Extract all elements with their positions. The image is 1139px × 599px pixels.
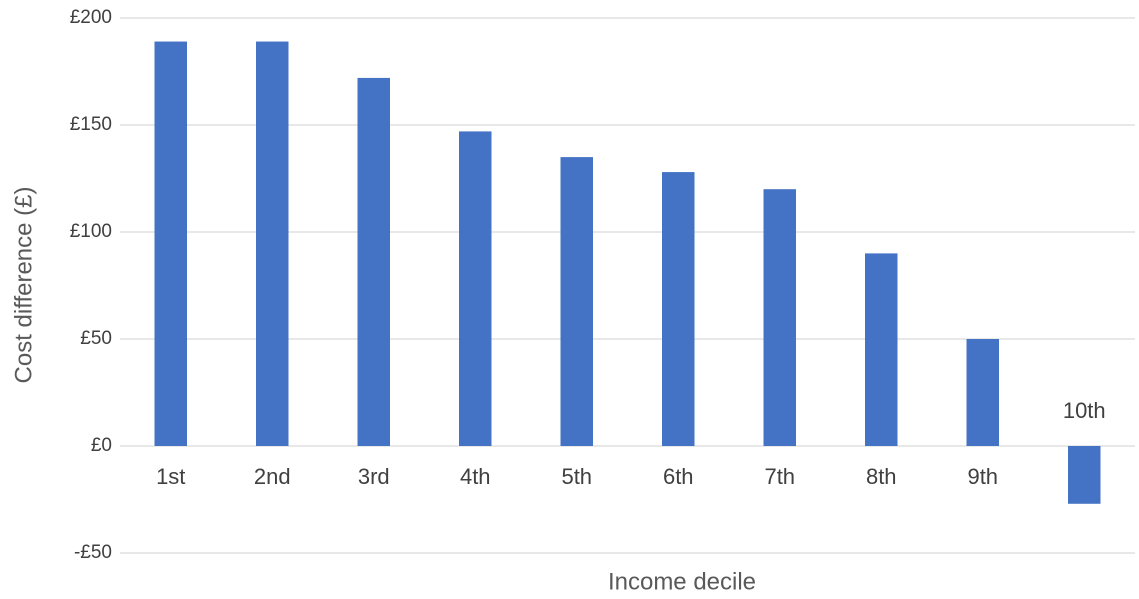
bar: [154, 41, 187, 446]
bar: [256, 41, 289, 446]
x-tick-label: 4th: [460, 464, 491, 489]
y-tick-label: £0: [91, 435, 112, 456]
x-tick-label: 1st: [156, 464, 185, 489]
x-tick-label: 7th: [764, 464, 795, 489]
bar: [1068, 446, 1101, 504]
x-tick-label: 6th: [663, 464, 694, 489]
bar: [966, 339, 999, 446]
bar: [662, 172, 695, 446]
x-tick-label: 5th: [561, 464, 592, 489]
bar: [560, 157, 593, 446]
x-tick-label: 10th: [1063, 398, 1106, 423]
x-tick-label: 8th: [866, 464, 897, 489]
y-tick-label: £50: [80, 328, 112, 349]
x-tick-label: 2nd: [254, 464, 291, 489]
bar: [763, 189, 796, 446]
bar: [865, 253, 898, 446]
y-tick-label: -£50: [74, 542, 112, 563]
bar: [357, 77, 390, 447]
y-axis-title: Cost difference (£): [10, 187, 37, 384]
bar: [459, 131, 492, 447]
y-tick-label: £100: [70, 221, 112, 242]
y-tick-label: £150: [70, 114, 112, 135]
y-tick-label: £200: [70, 7, 112, 28]
x-tick-label: 9th: [967, 464, 998, 489]
x-axis-title: Income decile: [608, 568, 756, 595]
x-tick-label: 3rd: [358, 464, 390, 489]
